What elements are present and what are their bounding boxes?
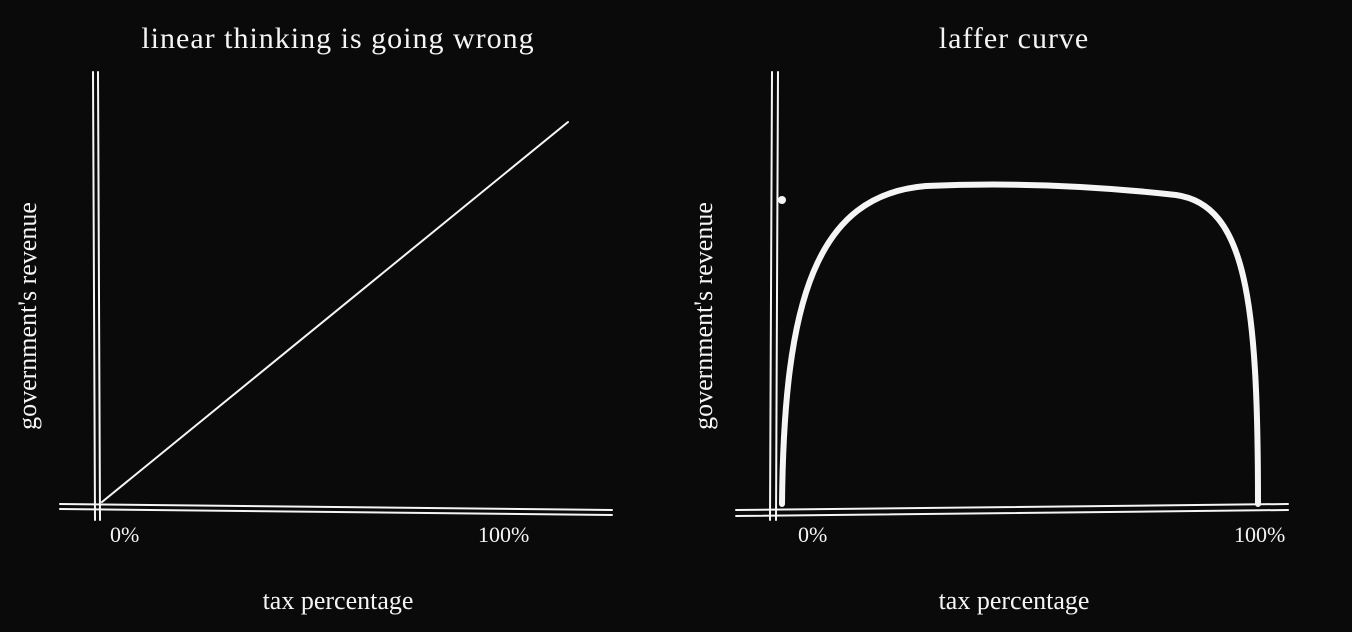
right-chart-svg: [676, 0, 1352, 632]
left-chart-panel: linear thinking is going wrong governmen…: [0, 0, 676, 632]
right-chart-panel: laffer curve government's revenue tax pe…: [676, 0, 1352, 632]
left-chart-svg: [0, 0, 676, 632]
